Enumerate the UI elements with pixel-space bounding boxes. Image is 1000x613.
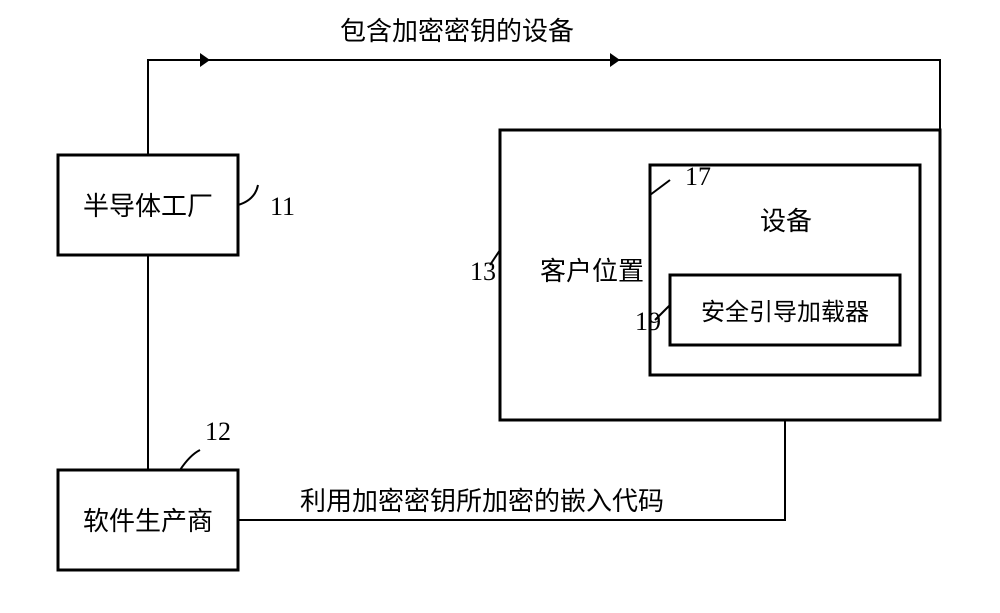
edge-factory-to-customer-label: 包含加密密钥的设备 — [340, 17, 574, 46]
node-device-label: 设备 — [760, 207, 812, 236]
node-customer-id: 13 — [470, 257, 496, 286]
leader-vendor — [180, 450, 200, 470]
node-vendor-id: 12 — [205, 417, 231, 446]
arrow-factory-customer-2 — [610, 53, 620, 67]
arrow-factory-customer-1 — [200, 53, 210, 67]
node-device-id: 17 — [685, 162, 711, 191]
node-factory-id: 11 — [270, 192, 295, 221]
node-factory-label: 半导体工厂 — [83, 192, 213, 221]
node-vendor-label: 软件生产商 — [83, 507, 213, 536]
leader-factory — [238, 185, 258, 205]
edge-vendor-to-bootloader-label: 利用加密密钥所加密的嵌入代码 — [300, 487, 664, 516]
node-bootloader-id: 19 — [635, 307, 661, 336]
node-customer-label: 客户位置 — [540, 257, 644, 286]
node-bootloader-label: 安全引导加载器 — [701, 299, 869, 326]
